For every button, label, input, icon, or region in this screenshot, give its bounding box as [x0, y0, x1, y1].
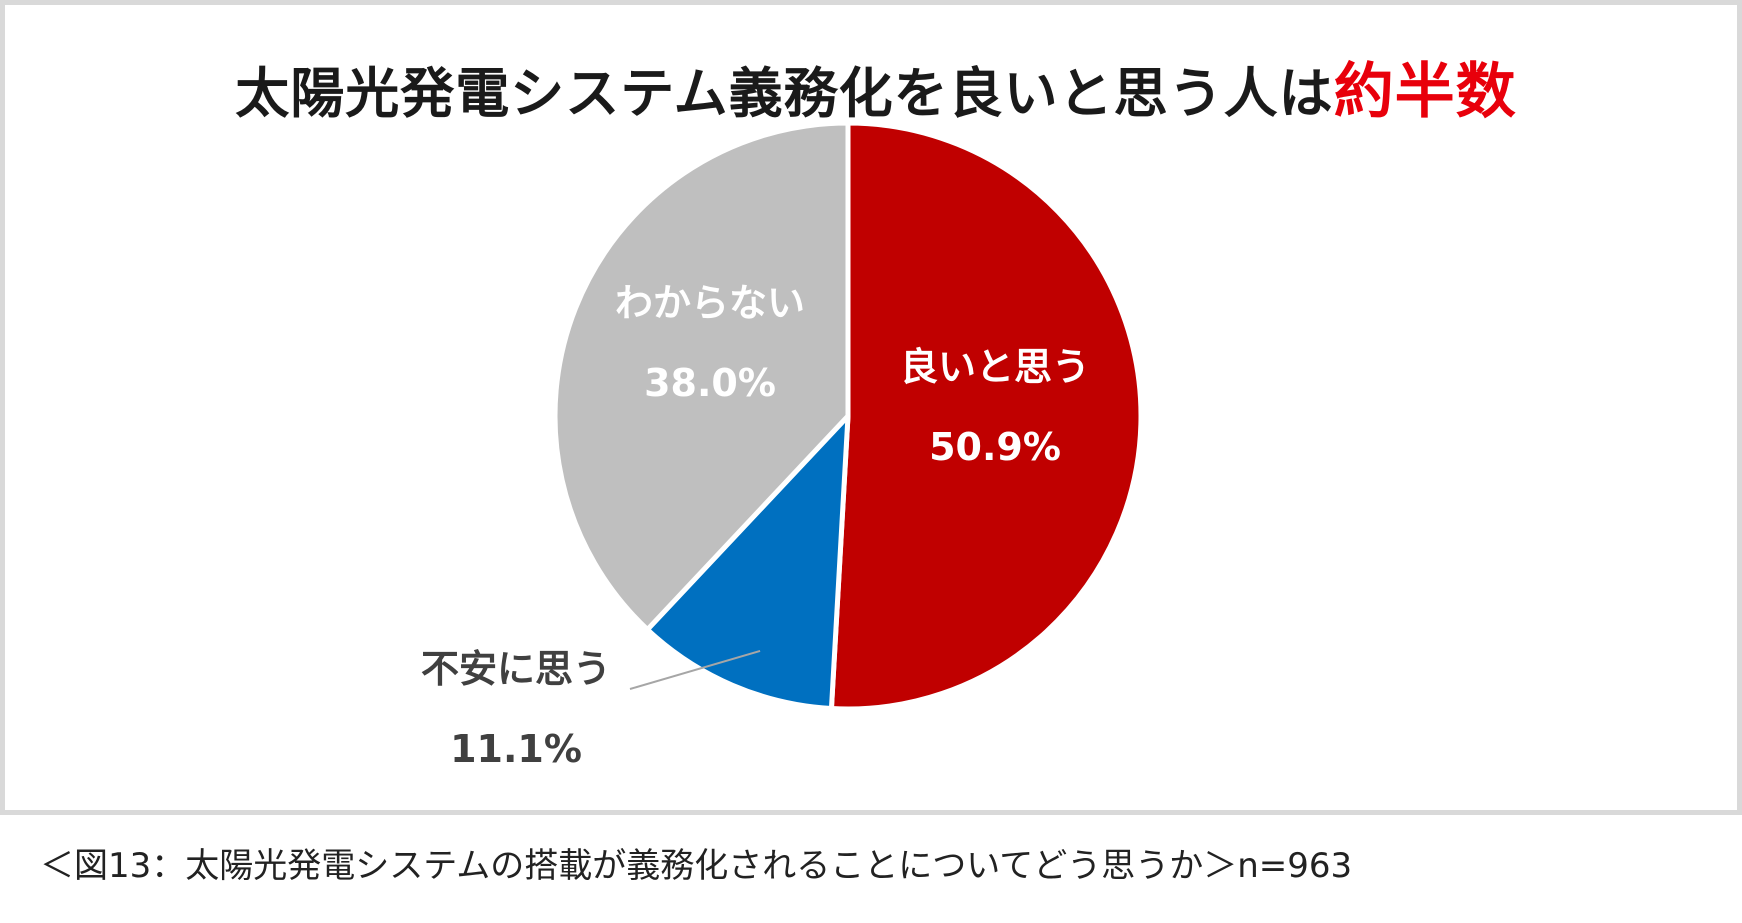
chart-title-main: 太陽光発電システム義務化を良いと思う人は: [235, 62, 1334, 125]
pie-slice-anxious: [644, 413, 851, 712]
pie-slice-good: [828, 120, 1144, 712]
slice-label-unknown: わからない: [615, 281, 805, 325]
chart-title-highlight: 約半数: [1333, 57, 1517, 127]
slice-value-anxious: 11.1%: [450, 727, 582, 771]
pie-slice-unknown: [552, 120, 851, 633]
slice-label-good: 良いと思う: [900, 345, 1090, 389]
figure-caption: ＜図13：太陽光発電システムの搭載が義務化されることについてどう思うか＞n=96…: [40, 846, 1353, 886]
slice-value-good: 50.9%: [929, 425, 1061, 469]
pie-chart: 良いと思う 50.9% 不安に思う 11.1% わからない 38.0%: [420, 120, 1144, 771]
slice-label-anxious: 不安に思う: [421, 647, 611, 691]
slice-value-unknown: 38.0%: [644, 361, 776, 405]
chart-title: 太陽光発電システム義務化を良いと思う人は約半数: [5, 43, 1742, 130]
leader-line-anxious: [629, 649, 761, 690]
